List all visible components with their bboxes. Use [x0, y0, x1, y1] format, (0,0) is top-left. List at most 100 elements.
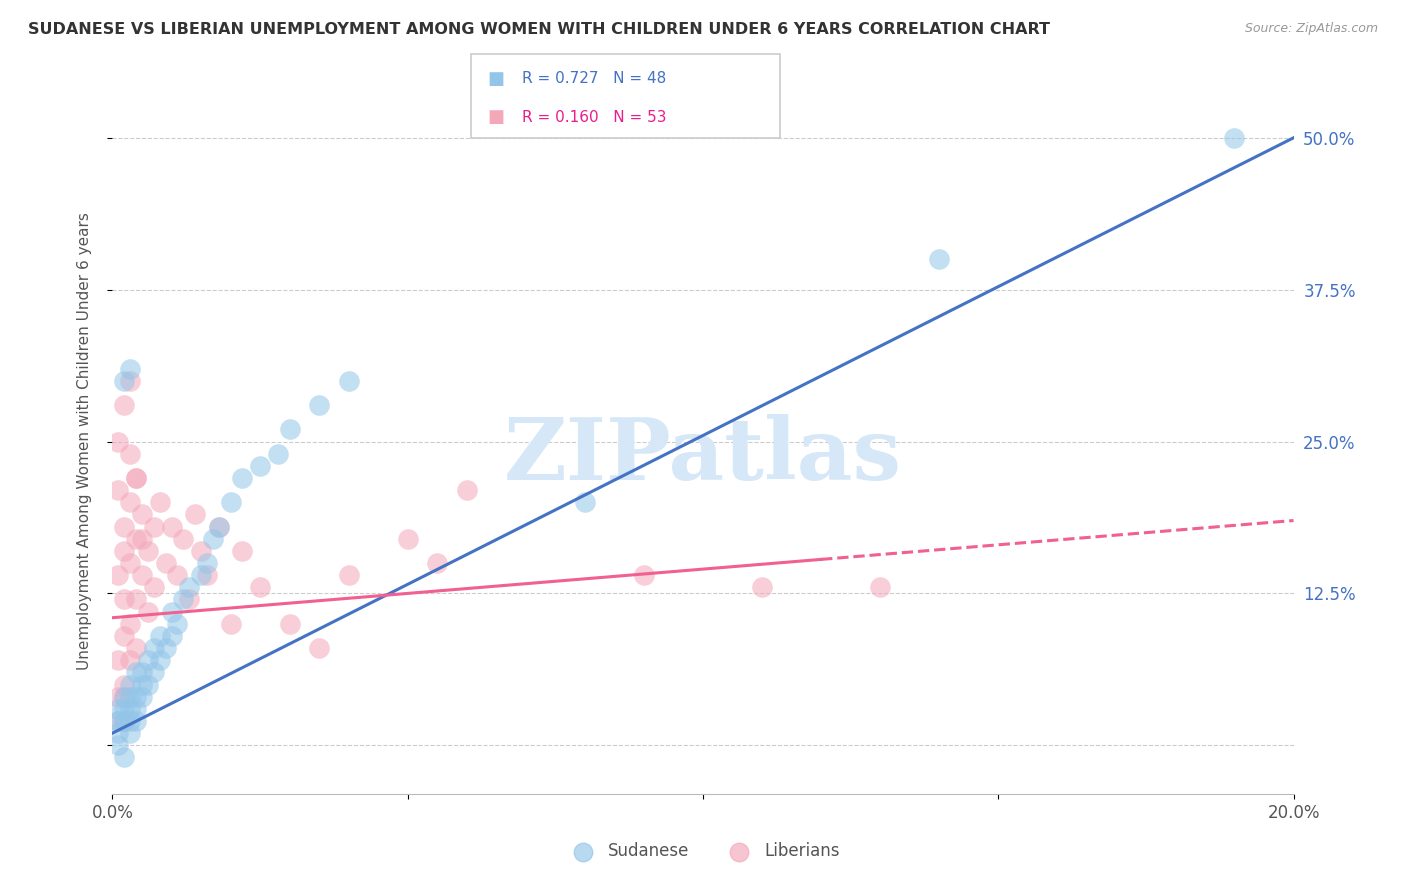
- Point: [184, 508, 207, 522]
- Text: Source: ZipAtlas.com: Source: ZipAtlas.com: [1244, 22, 1378, 36]
- Point: [125, 471, 148, 485]
- Point: [112, 690, 135, 704]
- Point: [160, 629, 183, 643]
- Point: [112, 714, 135, 728]
- Point: [131, 690, 153, 704]
- Point: [172, 592, 194, 607]
- Point: [120, 616, 142, 631]
- Point: [201, 532, 224, 546]
- Point: [172, 532, 194, 546]
- Point: [142, 519, 165, 533]
- Text: ■: ■: [488, 108, 505, 126]
- Point: [179, 580, 201, 594]
- Point: [131, 665, 153, 680]
- Point: [155, 556, 177, 570]
- Point: [112, 702, 135, 716]
- Point: [112, 629, 135, 643]
- Point: [107, 434, 129, 449]
- Point: [131, 532, 153, 546]
- Point: [120, 653, 142, 667]
- Point: [136, 677, 159, 691]
- Point: [120, 374, 142, 388]
- Point: [125, 714, 148, 728]
- Point: [125, 471, 148, 485]
- Point: [112, 714, 135, 728]
- Point: [107, 653, 129, 667]
- Point: [125, 690, 148, 704]
- Text: ZIPatlas: ZIPatlas: [503, 414, 903, 498]
- Point: [208, 519, 231, 533]
- Point: [107, 726, 129, 740]
- Point: [751, 580, 773, 594]
- Point: [131, 568, 153, 582]
- Point: [160, 605, 183, 619]
- Point: [142, 665, 165, 680]
- Point: [112, 398, 135, 412]
- Point: [136, 653, 159, 667]
- Point: [131, 508, 153, 522]
- Point: [160, 519, 183, 533]
- Text: ■: ■: [488, 70, 505, 88]
- Point: [120, 677, 142, 691]
- Point: [149, 653, 172, 667]
- Point: [125, 532, 148, 546]
- Point: [107, 690, 129, 704]
- Point: [195, 556, 218, 570]
- Point: [131, 677, 153, 691]
- Point: [112, 592, 135, 607]
- Text: R = 0.160   N = 53: R = 0.160 N = 53: [522, 110, 666, 125]
- Point: [249, 458, 271, 473]
- Point: [112, 374, 135, 388]
- Text: R = 0.727   N = 48: R = 0.727 N = 48: [522, 71, 666, 87]
- Point: [125, 592, 148, 607]
- Point: [267, 447, 290, 461]
- Point: [195, 568, 218, 582]
- Point: [112, 750, 135, 764]
- Point: [337, 568, 360, 582]
- Point: [278, 616, 301, 631]
- Point: [190, 568, 212, 582]
- Point: [231, 544, 253, 558]
- Point: [869, 580, 891, 594]
- Point: [219, 616, 242, 631]
- Point: [155, 641, 177, 656]
- Point: [337, 374, 360, 388]
- Point: [125, 665, 148, 680]
- Point: [136, 544, 159, 558]
- Point: [112, 677, 135, 691]
- Point: [142, 641, 165, 656]
- Point: [190, 544, 212, 558]
- Point: [107, 714, 129, 728]
- Point: [231, 471, 253, 485]
- Point: [149, 495, 172, 509]
- Point: [574, 495, 596, 509]
- Point: [120, 690, 142, 704]
- Point: [179, 592, 201, 607]
- Point: [1223, 130, 1246, 145]
- Point: [308, 641, 330, 656]
- Point: [142, 580, 165, 594]
- Point: [107, 714, 129, 728]
- Point: [107, 702, 129, 716]
- Point: [112, 519, 135, 533]
- Point: [120, 361, 142, 376]
- Point: [120, 495, 142, 509]
- Point: [633, 568, 655, 582]
- Point: [219, 495, 242, 509]
- Point: [120, 726, 142, 740]
- Point: [249, 580, 271, 594]
- Point: [396, 532, 419, 546]
- Point: [112, 690, 135, 704]
- Point: [308, 398, 330, 412]
- Point: [120, 714, 142, 728]
- Point: [136, 605, 159, 619]
- Point: [166, 616, 188, 631]
- Point: [125, 641, 148, 656]
- Point: [928, 252, 950, 267]
- Text: SUDANESE VS LIBERIAN UNEMPLOYMENT AMONG WOMEN WITH CHILDREN UNDER 6 YEARS CORREL: SUDANESE VS LIBERIAN UNEMPLOYMENT AMONG …: [28, 22, 1050, 37]
- Point: [120, 556, 142, 570]
- Point: [120, 447, 142, 461]
- Point: [166, 568, 188, 582]
- Point: [125, 702, 148, 716]
- Point: [107, 568, 129, 582]
